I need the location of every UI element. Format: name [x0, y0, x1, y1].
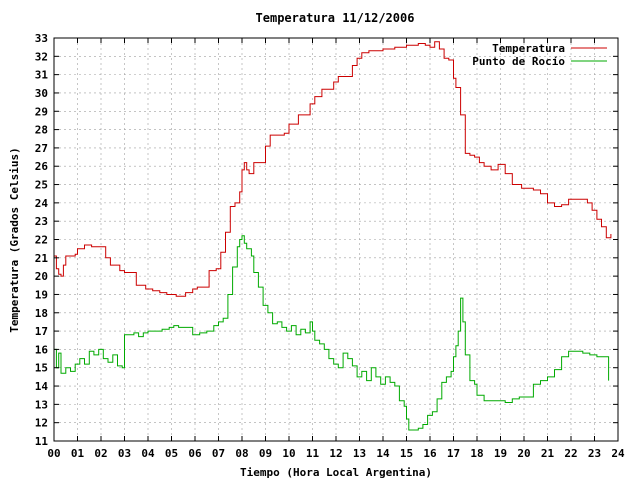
x-tick-label: 01	[71, 447, 85, 460]
x-axis-label: Tiempo (Hora Local Argentina)	[240, 466, 432, 479]
x-tick-label: 04	[141, 447, 155, 460]
y-tick-label: 14	[35, 380, 49, 393]
chart-title: Temperatura 11/12/2006	[256, 11, 415, 25]
x-tick-label: 23	[588, 447, 601, 460]
series-line-1	[54, 235, 610, 431]
y-tick-label: 30	[35, 87, 48, 100]
y-tick-label: 17	[35, 325, 48, 338]
y-tick-label: 13	[35, 398, 48, 411]
y-tick-label: 26	[35, 160, 49, 173]
legend-label-0: Temperatura	[492, 42, 565, 55]
x-tick-label: 12	[329, 447, 342, 460]
legend-label-1: Punto de Rocío	[472, 55, 565, 68]
x-tick-label: 00	[47, 447, 60, 460]
x-tick-label: 15	[400, 447, 413, 460]
y-tick-label: 15	[35, 362, 48, 375]
y-tick-label: 29	[35, 105, 48, 118]
x-tick-label: 22	[564, 447, 577, 460]
x-tick-label: 16	[423, 447, 437, 460]
x-tick-label: 02	[94, 447, 107, 460]
y-tick-label: 27	[35, 142, 48, 155]
x-tick-label: 09	[259, 447, 272, 460]
y-tick-label: 12	[35, 417, 48, 430]
x-axis-ticks: 00 01 02 03 04 05 06 07 08 09 10 11 12 13 14 15 16 17 18 19…	[47, 38, 625, 460]
y-tick-label: 23	[35, 215, 48, 228]
x-tick-label: 06	[188, 447, 202, 460]
series-lines	[54, 41, 612, 431]
x-tick-label: 21	[541, 447, 555, 460]
series-line-0	[54, 41, 612, 297]
x-tick-label: 20	[517, 447, 530, 460]
y-tick-label: 18	[35, 307, 48, 320]
x-tick-label: 13	[353, 447, 366, 460]
y-tick-label: 28	[35, 124, 48, 137]
y-tick-label: 31	[35, 69, 49, 82]
y-tick-label: 24	[35, 197, 49, 210]
x-tick-label: 11	[306, 447, 320, 460]
x-tick-label: 07	[212, 447, 225, 460]
x-tick-label: 10	[282, 447, 295, 460]
x-tick-label: 05	[165, 447, 178, 460]
x-tick-label: 03	[118, 447, 131, 460]
x-tick-label: 08	[235, 447, 248, 460]
x-tick-label: 19	[494, 447, 507, 460]
y-tick-label: 11	[35, 435, 49, 448]
y-tick-label: 32	[35, 50, 48, 63]
grid	[54, 38, 618, 441]
x-tick-label: 17	[447, 447, 460, 460]
y-tick-label: 21	[35, 252, 49, 265]
y-tick-label: 22	[35, 234, 48, 247]
y-tick-label: 20	[35, 270, 48, 283]
y-tick-label: 16	[35, 343, 49, 356]
y-axis-label: Temperatura (Grados Celsius)	[8, 147, 21, 332]
y-tick-label: 25	[35, 179, 48, 192]
x-tick-label: 14	[376, 447, 390, 460]
x-tick-label: 18	[470, 447, 483, 460]
y-tick-label: 33	[35, 32, 48, 45]
x-tick-label: 24	[611, 447, 625, 460]
y-tick-label: 19	[35, 288, 48, 301]
y-axis-ticks: 11 12 13 14 15 16 17 18 19 20 21 22 23 24 25 26 27 28 29 30…	[35, 32, 618, 448]
